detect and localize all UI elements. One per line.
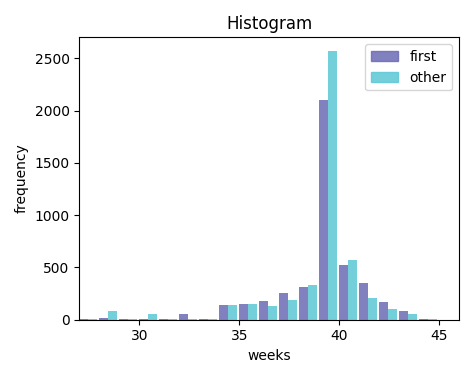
- Bar: [388, 309, 397, 320]
- Bar: [308, 285, 317, 320]
- Y-axis label: frequency: frequency: [15, 144, 29, 214]
- Bar: [408, 314, 417, 320]
- Bar: [128, 319, 137, 320]
- Bar: [199, 319, 208, 320]
- Bar: [259, 301, 268, 320]
- Bar: [328, 51, 337, 320]
- Bar: [109, 311, 118, 320]
- Bar: [248, 304, 257, 320]
- X-axis label: weeks: weeks: [247, 349, 291, 363]
- Bar: [419, 319, 428, 320]
- Legend: first, other: first, other: [365, 44, 452, 90]
- Bar: [188, 319, 197, 320]
- Bar: [268, 306, 277, 320]
- Bar: [100, 318, 109, 320]
- Bar: [379, 302, 388, 320]
- Bar: [288, 301, 297, 320]
- Bar: [299, 287, 308, 320]
- Bar: [148, 314, 157, 320]
- Bar: [80, 319, 88, 320]
- Bar: [239, 304, 248, 320]
- Bar: [339, 265, 348, 320]
- Bar: [168, 319, 177, 320]
- Title: Histogram: Histogram: [226, 15, 312, 33]
- Bar: [399, 311, 408, 320]
- Bar: [359, 283, 368, 320]
- Bar: [279, 293, 288, 320]
- Bar: [368, 298, 377, 320]
- Bar: [348, 260, 357, 320]
- Bar: [319, 100, 328, 320]
- Bar: [119, 319, 128, 320]
- Bar: [139, 319, 148, 320]
- Bar: [179, 314, 188, 320]
- Bar: [428, 319, 437, 320]
- Bar: [159, 319, 168, 320]
- Bar: [228, 305, 237, 320]
- Bar: [208, 319, 217, 320]
- Bar: [219, 305, 228, 320]
- Bar: [88, 319, 97, 320]
